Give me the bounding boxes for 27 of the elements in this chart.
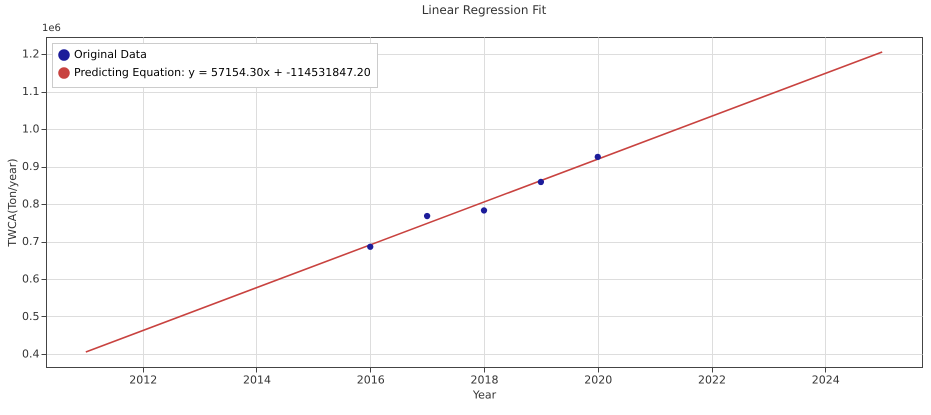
x-tick-label: 2016 xyxy=(356,374,385,386)
y-tick-label: 1.1 xyxy=(22,85,40,98)
point xyxy=(538,178,544,186)
y-tick-label: 1.2 xyxy=(22,48,40,61)
chart-title: Linear Regression Fit xyxy=(422,3,547,17)
point xyxy=(367,244,374,250)
x-tick-label: 2018 xyxy=(470,374,498,386)
y-tick-label: 0.6 xyxy=(22,272,40,286)
point xyxy=(594,154,601,160)
y-tick-label: 0.9 xyxy=(22,160,40,174)
x-tick-label: 2020 xyxy=(584,374,612,386)
y-tick-label: 0.8 xyxy=(22,198,40,211)
y-axis-title: TWCA(Ton/year) xyxy=(6,158,20,248)
y-tick-label: 0.5 xyxy=(22,310,40,323)
y-tick-label: 0.7 xyxy=(22,235,40,248)
y-tick-label: 1.0 xyxy=(22,122,40,136)
y-tick-label: 0.4 xyxy=(22,347,40,360)
x-tick-label: 2012 xyxy=(129,374,158,386)
point xyxy=(480,207,488,214)
x-tick-label: 2024 xyxy=(812,374,840,386)
text: 1e6 xyxy=(42,23,61,34)
legend-label: Predicting Equation: y = 57154.30x + -114531847.20 xyxy=(74,66,371,79)
point xyxy=(424,212,430,220)
legend-label: Original Data xyxy=(74,48,147,61)
x-tick-label: 2022 xyxy=(698,374,726,386)
x-axis-title: Year xyxy=(472,388,497,402)
x-tick-label: 2014 xyxy=(242,374,271,386)
